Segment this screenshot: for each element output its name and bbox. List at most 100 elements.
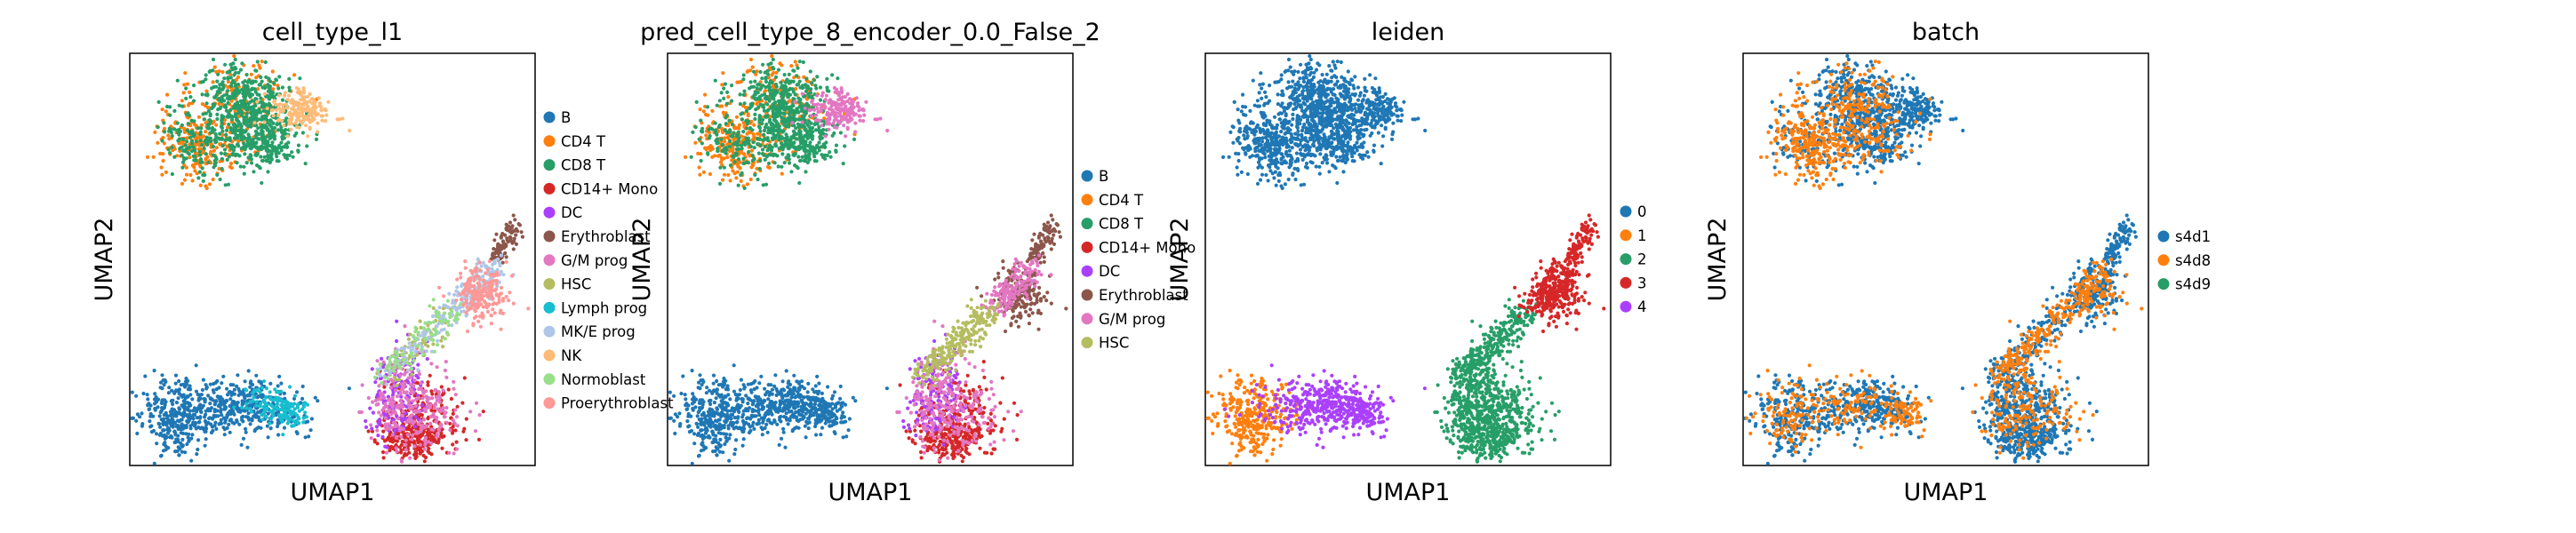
point [204,135,209,139]
point [201,112,205,116]
point [259,117,263,122]
point [225,128,229,132]
point [186,405,190,410]
legend-marker [543,159,556,171]
point [141,391,146,396]
point [192,84,196,88]
point [215,112,220,116]
point [236,139,241,144]
point [446,319,451,323]
point [789,64,794,68]
point [380,356,384,361]
point [228,397,233,402]
point [380,392,385,396]
point [699,449,704,453]
point [519,230,524,235]
point [497,246,501,251]
point [508,235,513,239]
point [422,447,427,451]
point [416,395,421,400]
point [262,139,267,143]
point [184,172,189,177]
point [162,383,166,387]
point [183,426,188,430]
point [226,182,231,187]
point [257,418,261,423]
point [244,73,249,77]
point [287,85,292,90]
point [316,399,320,403]
point [504,259,508,264]
point [225,386,229,391]
point [225,413,229,418]
point [459,298,464,302]
point [454,447,460,451]
point [701,170,707,174]
point [818,402,822,407]
point [300,131,305,135]
point [399,402,404,407]
point [700,412,704,418]
point [274,77,278,82]
point [243,79,247,84]
point [260,60,264,64]
point [153,392,157,396]
point [786,407,790,411]
point [254,403,259,408]
point [226,100,230,105]
point [244,111,249,116]
point [180,437,185,442]
point [223,183,228,187]
point [281,433,285,437]
point [279,381,284,386]
point [406,376,411,380]
point [233,109,237,114]
point [187,152,191,156]
point [297,417,301,421]
point [242,164,246,169]
point [429,441,434,446]
point [489,280,493,284]
point [159,165,164,170]
point [217,86,221,91]
point [453,428,458,433]
point [188,95,193,99]
point [784,369,788,373]
point [410,352,414,356]
point [803,402,807,407]
point [188,417,192,421]
point [400,418,404,424]
point [266,411,270,416]
point [289,127,293,131]
point [819,433,823,437]
point [777,442,781,447]
point [812,402,818,407]
point [463,259,468,264]
point [244,430,248,434]
point [324,113,329,117]
point [676,415,680,419]
point [476,319,481,323]
point [464,293,468,298]
point [214,69,219,74]
point [447,450,452,455]
point [303,435,308,440]
point [170,408,175,412]
point [266,435,270,440]
panel-title: cell_type_l1 [262,19,403,46]
point [689,414,693,418]
point [737,410,741,414]
point [255,163,260,168]
point [394,388,398,393]
point [170,171,174,177]
point [434,332,438,337]
point [444,405,449,410]
point [462,376,467,380]
point [814,433,819,437]
point [748,177,753,182]
point [763,386,767,391]
point [714,396,718,401]
point [175,449,180,453]
point [200,387,204,393]
point [215,378,220,384]
